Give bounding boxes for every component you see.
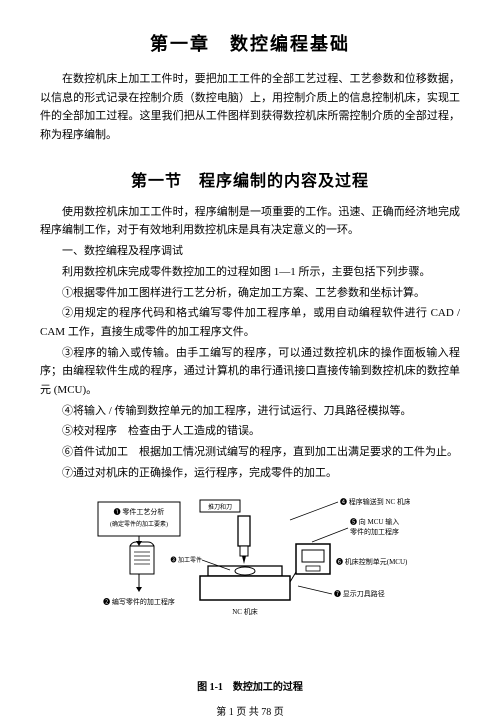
text: 工作，直接生成零件的加工程序文件。 — [65, 326, 255, 338]
fig-label: ❺ 向 MCU 输入 — [350, 517, 399, 526]
fig-label: 推刀和刀 — [208, 503, 232, 511]
fig-label: ❸ 加工零件 — [170, 556, 202, 564]
text: ③程序的输入或传输。由手工编写的程序，可以通过数控机床的操作面板输入程序；由编程… — [40, 347, 460, 396]
list-item: ⑥首件试加工 根据加工情况测试编写的程序，直到加工出满足要求的工件为止。 — [40, 443, 460, 462]
figure-1-1: ❶ 零件工艺分析 (确定零件的加工要素) ❷ 编写零件的加工程序 推刀和刀 ❸ … — [90, 494, 410, 674]
fig-label: ❷ 编写零件的加工程序 — [103, 597, 175, 606]
text: 。 — [86, 384, 97, 396]
chapter-title: 第一章 数控编程基础 — [40, 30, 460, 56]
fig-label: ❻ 机床控制单元(MCU) — [336, 557, 408, 566]
paragraph: 利用数控机床完成零件数控加工的过程如图 1—1 所示，主要包括下列步骤。 — [40, 263, 460, 282]
fig-label: ❼ 显示刀具路径 — [334, 589, 385, 598]
fig-label: (确定零件的加工要素) — [110, 520, 168, 528]
list-item: ①根据零件加工图样进行工艺分析，确定加工方案、工艺参数和坐标计算。 — [40, 284, 460, 303]
intro-paragraph: 在数控机床上加工工件时，要把加工工件的全部工艺过程、工艺参数和位移数据，以信息的… — [40, 70, 460, 145]
section-title: 第一节 程序编制的内容及过程 — [40, 167, 460, 191]
fig-label: NC 机床 — [232, 607, 257, 616]
fig-label: ❶ 零件工艺分析 — [114, 507, 165, 516]
document-page: 第一章 数控编程基础 在数控机床上加工工件时，要把加工工件的全部工艺过程、工艺参… — [0, 0, 500, 728]
list-item: ③程序的输入或传输。由手工编写的程序，可以通过数控机床的操作面板输入程序；由编程… — [40, 344, 460, 400]
fig-label: ❹ 程序输送到 NC 机床 — [340, 497, 410, 506]
text: ②用规定的程序代码和格式编写零件加工程序单，或用自动编程软件进行 — [62, 307, 431, 319]
list-item: ⑦通过对机床的正确操作，运行程序，完成零件的加工。 — [40, 464, 460, 483]
list-item: ②用规定的程序代码和格式编写零件加工程序单，或用自动编程软件进行 CAD / C… — [40, 304, 460, 341]
paragraph: 使用数控机床加工工件时，程序编制是一项重要的工作。迅速、正确而经济地完成程序编制… — [40, 203, 460, 240]
list-item: ⑤校对程序 检查由于人工造成的错误。 — [40, 422, 460, 441]
sub-heading: 一、数控编程及程序调试 — [40, 242, 460, 261]
fig-label: 零件的加工程序 — [350, 527, 399, 536]
list-item: ④将输入 / 传输到数控单元的加工程序，进行试运行、刀具路径模拟等。 — [40, 402, 460, 421]
mcu-text: (MCU) — [54, 384, 86, 396]
figure-caption: 图 1-1 数控加工的过程 — [40, 678, 460, 693]
